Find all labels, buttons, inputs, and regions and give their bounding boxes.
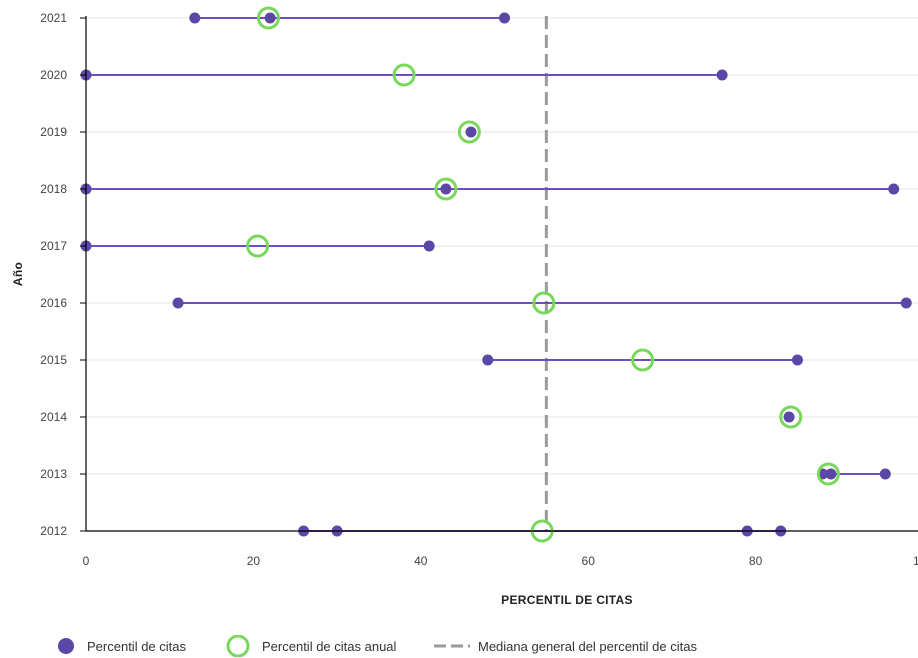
y-tick-label-2020: 2020	[40, 68, 67, 82]
ring-swatch-icon	[226, 635, 250, 657]
legend-item-ring[interactable]: Percentil de citas anual	[223, 635, 396, 657]
y-tick-label-2012: 2012	[40, 524, 67, 538]
y-tick-label-2013: 2013	[40, 467, 67, 481]
x-tick-label-60: 60	[582, 554, 596, 568]
x-tick-label-20: 20	[247, 554, 261, 568]
x-tick-label-0: 0	[83, 554, 90, 568]
y-tick-label-2014: 2014	[40, 410, 67, 424]
data-point-2013-1	[825, 468, 837, 480]
annual-ring-2018	[434, 177, 458, 201]
y-tick-label-2018: 2018	[40, 182, 67, 196]
annual-ring-2016	[532, 291, 556, 315]
data-point-2018-2	[888, 183, 900, 195]
annual-ring-2019	[457, 120, 481, 144]
dashed-line-swatch-icon	[434, 644, 470, 648]
data-point-2019-0	[465, 126, 477, 138]
data-point-2013-2	[879, 468, 891, 480]
x-tick-label-100: 100	[913, 554, 918, 568]
dot-swatch-icon	[58, 638, 74, 654]
data-point-2020-1	[716, 69, 728, 81]
data-point-2014-0	[783, 411, 795, 423]
y-tick-label-2015: 2015	[40, 353, 67, 367]
legend: Percentil de citas Percentil de citas an…	[0, 635, 918, 657]
y-tick-label-2021: 2021	[40, 11, 67, 25]
data-point-2016-1	[900, 297, 912, 309]
data-point-2017-1	[423, 240, 435, 252]
x-tick-label-80: 80	[749, 554, 763, 568]
y-tick-label-2019: 2019	[40, 125, 67, 139]
series-layer	[80, 6, 912, 543]
y-tick-label-2016: 2016	[40, 296, 67, 310]
legend-item-dash[interactable]: Mediana general del percentil de citas	[432, 635, 697, 657]
axes	[80, 16, 918, 532]
legend-label-dot: Percentil de citas	[87, 638, 186, 654]
annual-ring-2015	[631, 348, 655, 372]
data-point-2018-1	[440, 183, 452, 195]
data-point-2015-1	[791, 354, 803, 366]
y-tick-labels: 2021 2020 2019 2018 2017 2016 2015 2014 2013 2012	[40, 11, 67, 538]
legend-label-ring: Percentil de citas anual	[262, 638, 397, 654]
annual-ring-2021	[256, 6, 280, 30]
grid-lines	[86, 17, 918, 532]
data-point-2016-0	[172, 297, 184, 309]
y-tick-label-2017: 2017	[40, 239, 67, 253]
annual-ring-2014	[779, 405, 803, 429]
x-tick-label-40: 40	[414, 554, 428, 568]
legend-label-dash: Mediana general del percentil de citas	[478, 638, 697, 654]
annual-ring-2013	[816, 462, 840, 486]
annual-ring-2020	[392, 63, 416, 87]
x-tick-labels: 0 20 40 60 80 100	[83, 554, 918, 568]
x-axis-title: PERCENTIL DE CITAS	[501, 593, 633, 607]
legend-item-dot[interactable]: Percentil de citas	[55, 635, 186, 657]
y-axis-title: Año	[11, 262, 25, 286]
data-point-2015-0	[482, 354, 494, 366]
data-point-2021-2	[499, 12, 510, 24]
data-point-2021-0	[189, 12, 201, 24]
annual-ring-2017	[246, 234, 270, 258]
data-point-2021-1	[264, 12, 276, 24]
